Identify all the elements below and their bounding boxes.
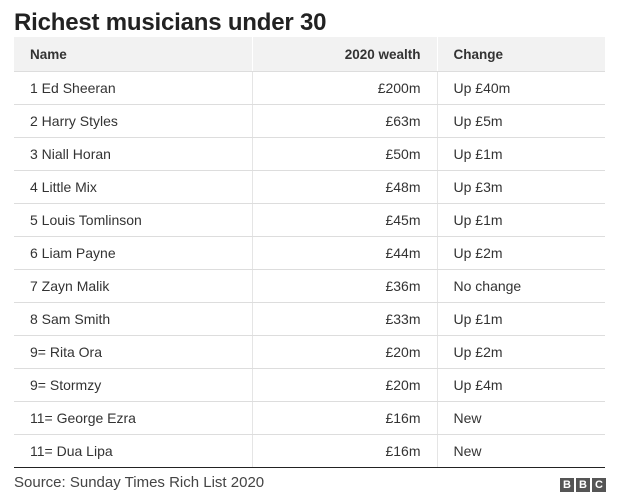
cell-change: Up £2m <box>437 236 605 270</box>
cell-name: 9= Stormzy <box>14 368 253 402</box>
cell-change: Up £1m <box>437 137 605 171</box>
chart-title: Richest musicians under 30 <box>14 9 327 36</box>
cell-change: Up £1m <box>437 203 605 237</box>
cell-name: 1 Ed Sheeran <box>14 71 253 105</box>
cell-name: 3 Niall Horan <box>14 137 253 171</box>
table-row: 9= Rita Ora £20m Up £2m <box>14 335 605 369</box>
cell-change: Up £2m <box>437 335 605 369</box>
cell-change: Up £40m <box>437 71 605 105</box>
logo-letter: B <box>560 478 574 492</box>
source-note: Source: Sunday Times Rich List 2020 <box>14 474 265 491</box>
table-row: 2 Harry Styles £63m Up £5m <box>14 104 605 138</box>
table-row: 5 Louis Tomlinson £45m Up £1m <box>14 203 605 237</box>
cell-wealth: £200m <box>252 71 438 105</box>
cell-name: 6 Liam Payne <box>14 236 253 270</box>
table-row: 4 Little Mix £48m Up £3m <box>14 170 605 204</box>
bbc-logo: B B C <box>560 478 606 492</box>
cell-change: New <box>437 434 605 468</box>
cell-change: Up £3m <box>437 170 605 204</box>
cell-name: 7 Zayn Malik <box>14 269 253 303</box>
table-row: 6 Liam Payne £44m Up £2m <box>14 236 605 270</box>
table-header-row: Name 2020 wealth Change <box>14 37 605 72</box>
table-row: 1 Ed Sheeran £200m Up £40m <box>14 71 605 105</box>
logo-letter: B <box>576 478 590 492</box>
data-table-container: Name 2020 wealth Change 1 Ed Sheeran £200… <box>14 37 605 468</box>
cell-change: Up £1m <box>437 302 605 336</box>
cell-change: No change <box>437 269 605 303</box>
cell-wealth: £48m <box>252 170 438 204</box>
table-row: 9= Stormzy £20m Up £4m <box>14 368 605 402</box>
cell-name: 4 Little Mix <box>14 170 253 204</box>
cell-wealth: £20m <box>252 368 438 402</box>
data-table: Name 2020 wealth Change 1 Ed Sheeran £200… <box>14 37 605 468</box>
column-header-wealth: 2020 wealth <box>252 37 438 72</box>
cell-wealth: £16m <box>252 401 438 435</box>
cell-wealth: £33m <box>252 302 438 336</box>
table-row: 11= George Ezra £16m New <box>14 401 605 435</box>
logo-letter: C <box>592 478 606 492</box>
footer-divider <box>14 467 605 468</box>
column-header-name: Name <box>14 37 253 72</box>
cell-name: 11= George Ezra <box>14 401 253 435</box>
column-header-change: Change <box>437 37 605 72</box>
cell-wealth: £44m <box>252 236 438 270</box>
table-row: 3 Niall Horan £50m Up £1m <box>14 137 605 171</box>
cell-name: 8 Sam Smith <box>14 302 253 336</box>
cell-name: 2 Harry Styles <box>14 104 253 138</box>
table-row: 8 Sam Smith £33m Up £1m <box>14 302 605 336</box>
cell-change: Up £4m <box>437 368 605 402</box>
table-row: 11= Dua Lipa £16m New <box>14 434 605 468</box>
cell-wealth: £50m <box>252 137 438 171</box>
cell-name: 9= Rita Ora <box>14 335 253 369</box>
cell-name: 11= Dua Lipa <box>14 434 253 468</box>
cell-wealth: £20m <box>252 335 438 369</box>
cell-wealth: £16m <box>252 434 438 468</box>
table-row: 7 Zayn Malik £36m No change <box>14 269 605 303</box>
table-body: 1 Ed Sheeran £200m Up £40m 2 Harry Styles £6… <box>14 71 605 468</box>
cell-wealth: £63m <box>252 104 438 138</box>
cell-wealth: £36m <box>252 269 438 303</box>
cell-name: 5 Louis Tomlinson <box>14 203 253 237</box>
cell-wealth: £45m <box>252 203 438 237</box>
cell-change: Up £5m <box>437 104 605 138</box>
cell-change: New <box>437 401 605 435</box>
